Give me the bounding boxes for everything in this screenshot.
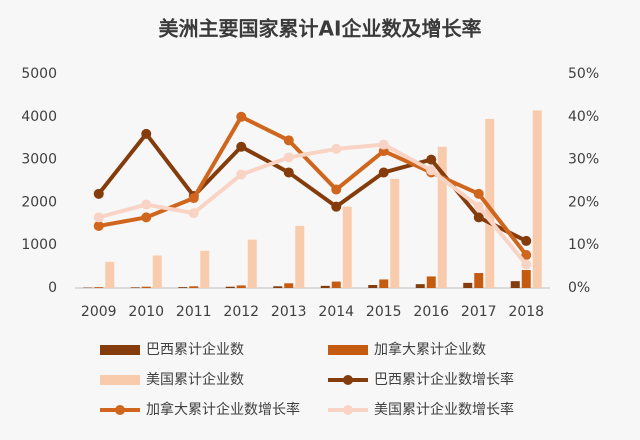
y-tick-label: 1000 bbox=[21, 237, 57, 253]
chart-title: 美洲主要国家累计AI企业数及增长率 bbox=[159, 17, 482, 41]
x-tick-label: 2014 bbox=[318, 304, 354, 320]
bar bbox=[200, 250, 210, 288]
x-tick-label: 2013 bbox=[271, 304, 307, 320]
bar bbox=[236, 285, 246, 288]
line-point bbox=[141, 199, 152, 210]
y2-tick-label: 30% bbox=[568, 152, 599, 168]
line-point bbox=[283, 167, 294, 178]
bar bbox=[225, 286, 235, 288]
bar bbox=[331, 281, 341, 288]
x-tick-label: 2012 bbox=[223, 304, 259, 320]
line-point bbox=[93, 220, 104, 231]
bar bbox=[510, 281, 520, 288]
legend-swatch bbox=[343, 375, 353, 385]
line-point bbox=[236, 169, 247, 180]
bar bbox=[273, 286, 283, 288]
bar bbox=[141, 286, 151, 288]
bar bbox=[521, 270, 531, 288]
legend-swatch bbox=[115, 405, 125, 415]
bar bbox=[463, 282, 473, 288]
bar bbox=[485, 118, 495, 288]
bar bbox=[390, 178, 400, 288]
x-tick-label: 2011 bbox=[176, 304, 212, 320]
y-tick-label: 2000 bbox=[21, 194, 57, 210]
bar bbox=[130, 287, 140, 288]
line-point bbox=[521, 235, 532, 246]
bar bbox=[178, 287, 188, 288]
bar bbox=[152, 255, 162, 288]
line-point bbox=[331, 184, 342, 195]
legend-label: 美国累计企业数增长率 bbox=[374, 401, 514, 418]
line-point bbox=[426, 165, 437, 176]
bar bbox=[437, 146, 447, 288]
y2-tick-label: 40% bbox=[568, 109, 599, 125]
y2-tick-label: 20% bbox=[568, 194, 599, 210]
bar bbox=[532, 110, 542, 288]
y-tick-label: 3000 bbox=[21, 152, 57, 168]
line-point bbox=[521, 250, 532, 261]
line-point bbox=[473, 212, 484, 223]
bar bbox=[94, 287, 104, 288]
y2-tick-label: 50% bbox=[568, 66, 599, 82]
line-point bbox=[236, 111, 247, 122]
line-point bbox=[331, 201, 342, 212]
bar bbox=[474, 273, 484, 288]
x-tick-label: 2010 bbox=[128, 304, 164, 320]
x-tick-label: 2018 bbox=[508, 304, 544, 320]
bar bbox=[342, 206, 352, 288]
line-point bbox=[378, 139, 389, 150]
line-point bbox=[378, 167, 389, 178]
y2-tick-label: 10% bbox=[568, 237, 599, 253]
bar bbox=[320, 285, 330, 288]
bar bbox=[105, 261, 115, 288]
line-point bbox=[521, 259, 532, 270]
bar bbox=[415, 284, 425, 288]
bar bbox=[247, 239, 257, 288]
bar bbox=[189, 286, 199, 288]
bar bbox=[295, 225, 305, 288]
x-tick-label: 2009 bbox=[81, 304, 117, 320]
line-point bbox=[283, 152, 294, 163]
legend-swatch bbox=[328, 345, 368, 355]
line-point bbox=[141, 128, 152, 139]
y-tick-label: 4000 bbox=[21, 109, 57, 125]
legend-swatch bbox=[100, 375, 140, 385]
line-point bbox=[236, 141, 247, 152]
bar bbox=[284, 283, 294, 288]
x-tick-label: 2016 bbox=[413, 304, 449, 320]
bar bbox=[368, 285, 378, 288]
legend-label: 巴西累计企业数增长率 bbox=[374, 371, 514, 388]
legend-swatch bbox=[100, 345, 140, 355]
line-point bbox=[331, 143, 342, 154]
x-tick-label: 2017 bbox=[461, 304, 497, 320]
line-point bbox=[188, 193, 199, 204]
x-tick-label: 2015 bbox=[366, 304, 402, 320]
y2-tick-label: 0% bbox=[568, 280, 590, 296]
y-tick-label: 5000 bbox=[21, 66, 57, 82]
legend-label: 美国累计企业数 bbox=[146, 371, 244, 388]
line-point bbox=[188, 208, 199, 219]
legend-label: 加拿大累计企业数 bbox=[374, 341, 486, 358]
legend-swatch bbox=[343, 405, 353, 415]
line-point bbox=[141, 212, 152, 223]
line-point bbox=[93, 212, 104, 223]
line-point bbox=[283, 135, 294, 146]
legend-label: 加拿大累计企业数增长率 bbox=[146, 401, 300, 418]
y-tick-label: 0 bbox=[48, 280, 57, 296]
legend-label: 巴西累计企业数 bbox=[146, 341, 244, 358]
bar bbox=[426, 276, 436, 288]
line-point bbox=[473, 188, 484, 199]
line bbox=[98, 142, 528, 266]
line-point bbox=[93, 188, 104, 199]
bar bbox=[379, 279, 389, 288]
line-point bbox=[426, 154, 437, 165]
line-point bbox=[473, 201, 484, 212]
